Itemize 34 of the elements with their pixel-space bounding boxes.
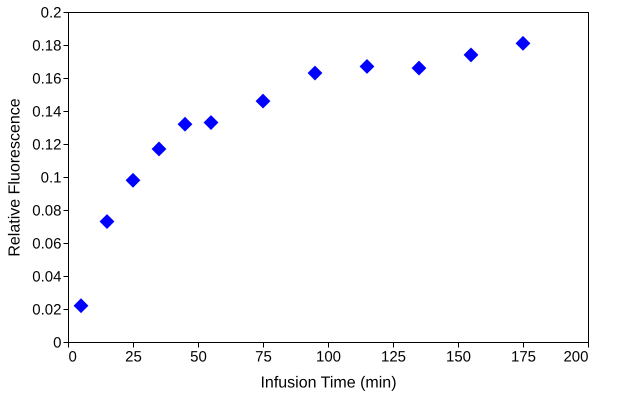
- point: [464, 47, 478, 62]
- point: [178, 116, 192, 132]
- point: [74, 298, 88, 314]
- x-tick-label: 0: [68, 348, 77, 366]
- point: [308, 66, 322, 80]
- y-tick-label: 0.14: [32, 104, 62, 120]
- x-tick-label: 125: [380, 348, 406, 366]
- x-tick-label: 75: [255, 348, 272, 366]
- x-tick-label: 100: [316, 348, 342, 366]
- point: [256, 94, 270, 109]
- x-tick-label: 25: [125, 348, 142, 366]
- point: [516, 36, 530, 51]
- y-tick-label: 0.02: [32, 302, 62, 318]
- x-axis-title: Infusion Time (min): [260, 374, 397, 392]
- point: [100, 214, 114, 229]
- x-tick-label: 200: [563, 348, 588, 366]
- x-tick-label: 50: [190, 348, 207, 366]
- x-tick-label: 175: [510, 348, 536, 366]
- y-tick-label: 0: [53, 334, 62, 352]
- point: [126, 172, 140, 188]
- point: [204, 115, 218, 130]
- y-axis-title: Relative Fluorescence: [6, 98, 24, 257]
- y-tick-label: 0.18: [32, 38, 62, 54]
- point: [412, 60, 426, 76]
- y-tick-label: 0.1: [40, 170, 62, 186]
- y-tick-label: 0.12: [32, 136, 62, 154]
- point: [152, 142, 166, 156]
- y-tick-label: 0.06: [32, 236, 62, 252]
- y-tick-label: 0.16: [32, 70, 62, 88]
- y-tick-label: 0.04: [32, 268, 62, 286]
- x-tick-label: 150: [446, 348, 472, 366]
- y-tick-label: 0.08: [32, 202, 62, 220]
- point: [360, 59, 374, 74]
- y-tick-label: 0.2: [40, 4, 62, 22]
